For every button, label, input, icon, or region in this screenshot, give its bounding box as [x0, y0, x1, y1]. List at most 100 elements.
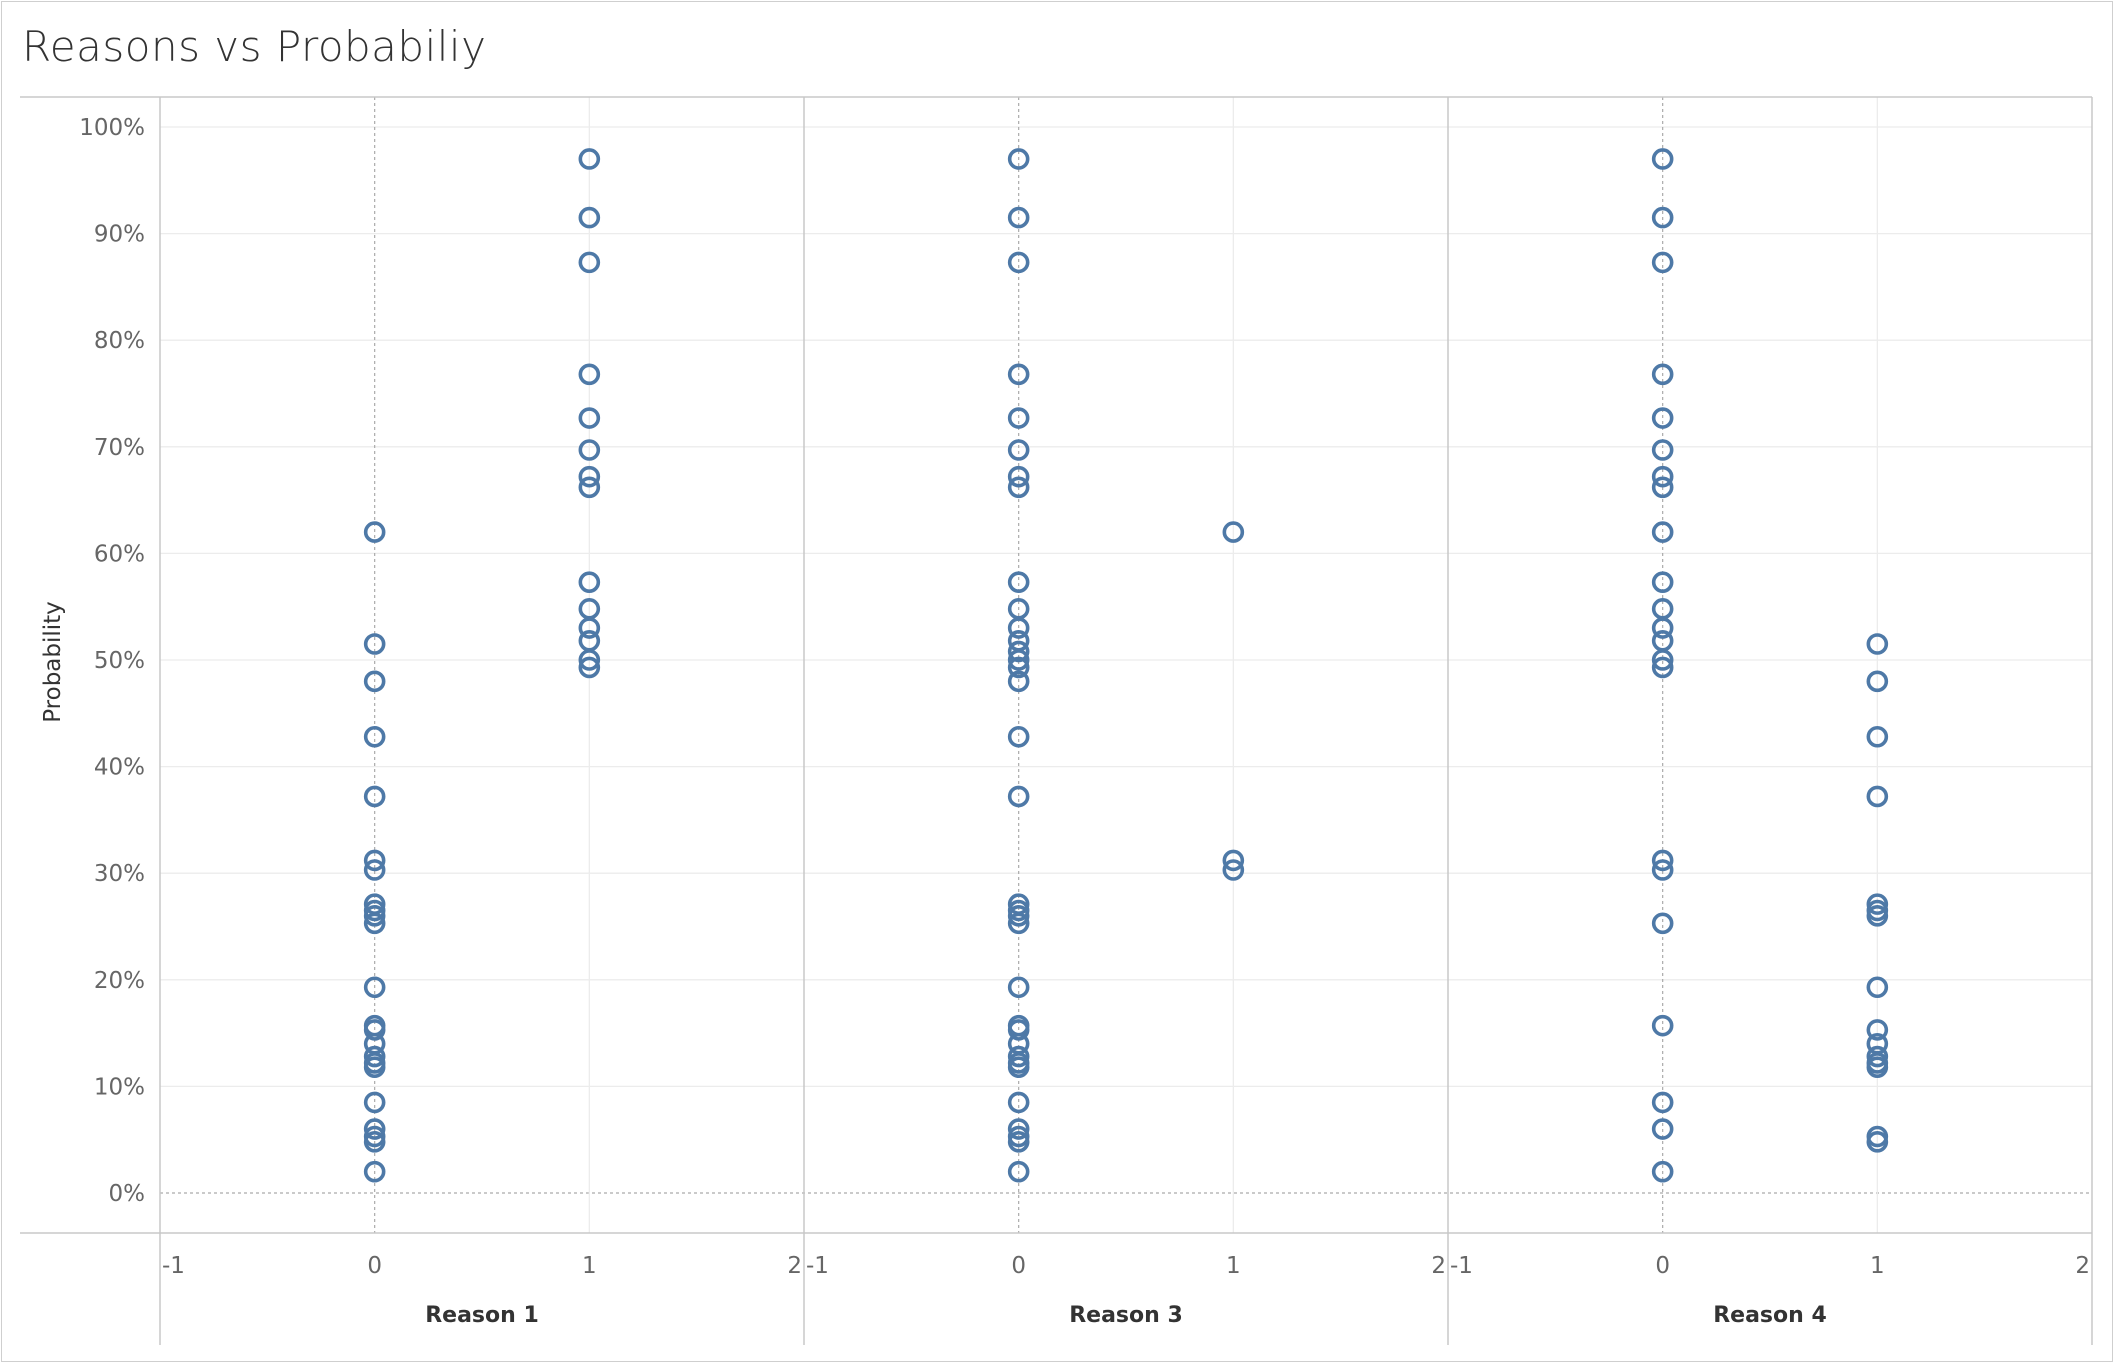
data-point	[1007, 1118, 1030, 1140]
pane-label: Reason 1	[425, 1303, 539, 1328]
chart-title: Reasons vs Probabiliy	[22, 22, 487, 71]
data-point	[1651, 439, 1674, 461]
data-point	[363, 1160, 386, 1183]
data-point	[1651, 656, 1674, 679]
data-point	[1651, 571, 1674, 593]
data-point	[363, 1045, 386, 1068]
data-point	[363, 976, 386, 999]
data-point	[1651, 1160, 1674, 1183]
data-point	[578, 465, 601, 488]
data-point	[1007, 670, 1030, 693]
data-points	[363, 148, 1889, 1183]
data-point	[1007, 439, 1030, 461]
data-point	[363, 1056, 386, 1079]
x-tick-label: 1	[582, 1253, 597, 1279]
x-tick-label: 2	[1431, 1253, 1446, 1279]
data-point	[363, 905, 386, 927]
data-point	[578, 617, 601, 639]
y-tick-label: 50%	[94, 648, 145, 674]
y-tick-label: 80%	[94, 328, 145, 354]
data-point	[578, 148, 601, 170]
y-tick-label: 40%	[94, 755, 145, 781]
data-point	[1222, 849, 1245, 872]
data-point	[578, 571, 601, 593]
data-point	[363, 859, 386, 881]
y-axis-title: Probability	[40, 601, 66, 723]
data-point	[1866, 670, 1889, 693]
data-point	[1651, 649, 1674, 671]
data-point	[1651, 363, 1674, 386]
data-point	[578, 656, 601, 679]
x-tick-label: -1	[1450, 1253, 1473, 1279]
data-point	[1651, 1091, 1674, 1114]
x-tick-label: -1	[162, 1253, 185, 1279]
data-point	[1007, 1091, 1030, 1114]
data-point	[363, 725, 386, 748]
data-point	[1222, 859, 1245, 881]
data-point	[1007, 1045, 1030, 1068]
data-point	[1866, 905, 1889, 927]
data-point	[1007, 465, 1030, 488]
x-tick-label: 2	[2075, 1253, 2090, 1279]
data-point	[1651, 859, 1674, 881]
data-point	[1651, 407, 1674, 429]
x-tick-label: 1	[1870, 1253, 1885, 1279]
data-point	[1007, 1019, 1030, 1041]
data-point	[1651, 476, 1674, 499]
data-point	[1866, 725, 1889, 748]
data-point	[1007, 640, 1030, 663]
data-point	[578, 439, 601, 461]
data-point	[1651, 1118, 1674, 1140]
data-point	[1222, 521, 1245, 543]
y-tick-label: 60%	[94, 541, 145, 567]
data-point	[578, 363, 601, 386]
data-point	[1007, 1056, 1030, 1079]
data-point	[363, 1091, 386, 1114]
data-point	[363, 633, 386, 655]
y-tick-label: 30%	[94, 861, 145, 887]
data-point	[1866, 633, 1889, 655]
data-point	[363, 1019, 386, 1041]
data-point	[1651, 1014, 1674, 1037]
data-point	[1007, 251, 1030, 274]
data-point	[1651, 206, 1674, 229]
data-point	[1007, 725, 1030, 748]
x-tick-label: 0	[367, 1253, 382, 1279]
data-point	[1007, 785, 1030, 808]
pane-label: Reason 4	[1713, 1303, 1827, 1328]
y-tick-label: 20%	[94, 968, 145, 994]
data-point	[1007, 571, 1030, 593]
data-point	[578, 206, 601, 229]
data-point	[1007, 476, 1030, 499]
data-point	[1651, 521, 1674, 543]
data-point	[1007, 363, 1030, 386]
data-point	[578, 649, 601, 671]
data-point	[1007, 617, 1030, 639]
pane-label: Reason 3	[1069, 1303, 1183, 1328]
x-tick-label: 0	[1011, 1253, 1026, 1279]
data-point	[363, 849, 386, 872]
data-point	[1007, 206, 1030, 229]
data-point	[1651, 148, 1674, 170]
data-point	[1651, 849, 1674, 872]
y-tick-label: 90%	[94, 222, 145, 248]
data-point	[1866, 785, 1889, 808]
data-point	[363, 1118, 386, 1140]
data-point	[363, 1131, 386, 1153]
data-point	[578, 407, 601, 429]
grid	[160, 97, 2092, 1233]
data-point	[363, 785, 386, 808]
data-point	[1651, 617, 1674, 639]
data-point	[578, 251, 601, 274]
data-point	[1007, 976, 1030, 999]
data-point	[1866, 976, 1889, 999]
data-point	[363, 912, 386, 935]
data-point	[1866, 893, 1889, 915]
data-point	[1651, 630, 1674, 652]
x-tick-label: 0	[1655, 1253, 1670, 1279]
y-tick-label: 0%	[109, 1181, 146, 1207]
data-point	[363, 521, 386, 543]
data-point	[1007, 912, 1030, 935]
data-point	[578, 476, 601, 499]
